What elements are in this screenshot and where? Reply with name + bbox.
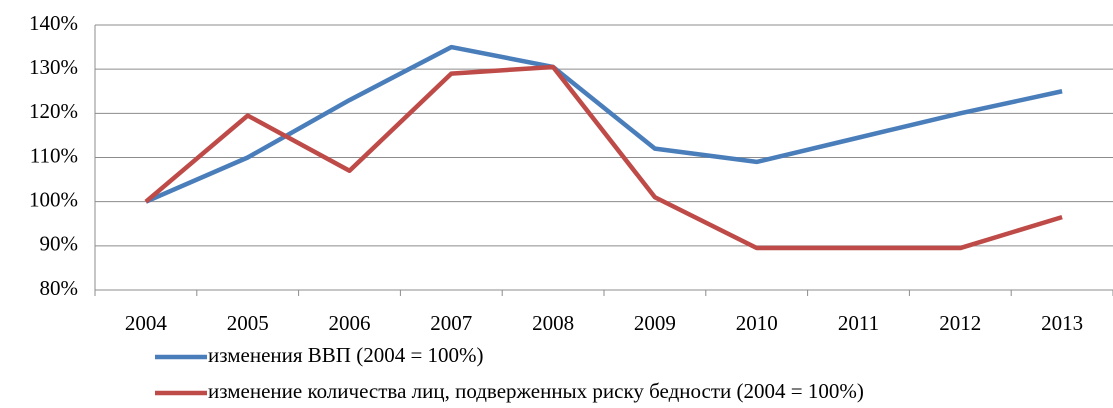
x-tick-label: 2011 xyxy=(838,311,879,335)
x-tick-label: 2009 xyxy=(634,311,676,335)
x-tick-label: 2005 xyxy=(227,311,269,335)
y-tick-label: 130% xyxy=(29,55,78,79)
series-line xyxy=(145,44,1063,204)
y-tick-label: 100% xyxy=(29,187,78,211)
x-tick-label: 2012 xyxy=(939,311,981,335)
y-tick-label: 110% xyxy=(30,143,78,167)
y-tick-label: 120% xyxy=(29,99,78,123)
x-tick-label: 2004 xyxy=(125,311,168,335)
y-tick-label: 140% xyxy=(29,11,78,35)
y-tick-label: 80% xyxy=(40,276,79,300)
y-tick-label: 90% xyxy=(40,232,79,256)
x-tick-label: 2013 xyxy=(1041,311,1083,335)
x-tick-label: 2008 xyxy=(532,311,574,335)
legend-label: изменения ВВП (2004 = 100%) xyxy=(208,343,484,367)
legend-label: изменение количества лиц, подверженных р… xyxy=(208,379,864,403)
series-line xyxy=(144,64,1063,251)
x-tick-label: 2006 xyxy=(329,311,371,335)
x-tick-label: 2007 xyxy=(430,311,472,335)
x-tick-label: 2010 xyxy=(736,311,778,335)
